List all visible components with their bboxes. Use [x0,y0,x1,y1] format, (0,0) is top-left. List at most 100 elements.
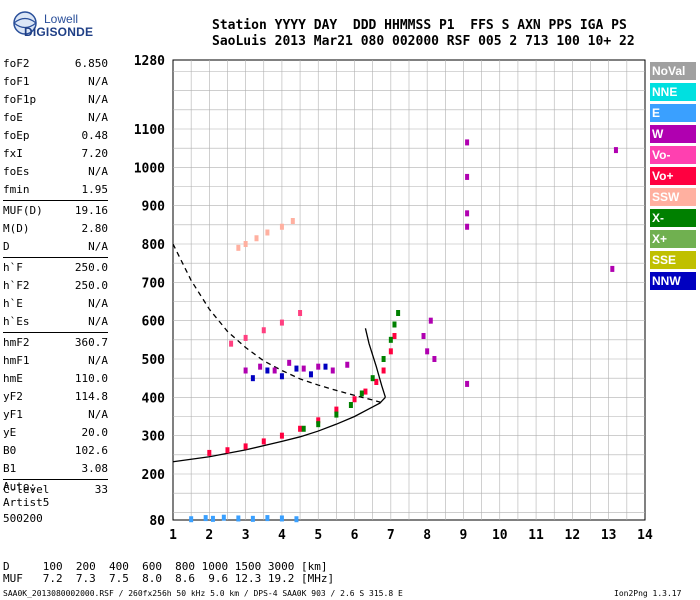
echo-point [298,425,303,432]
param-row: hmF1 N/A [3,352,108,370]
file-info-footer: SAA0K_2013080002000.RSF / 260fx256h 50 k… [3,589,403,598]
param-key: B1 [3,462,17,475]
echo-point [236,515,241,522]
echo-point [225,447,230,454]
echo-point [236,244,241,251]
param-row: B1 3.08 [3,460,108,478]
param-row: yF2 114.8 [3,388,108,406]
echo-point [243,443,248,450]
x-tick-label: 3 [242,528,250,543]
x-tick-label: 1 [169,528,177,543]
param-key: h`Es [3,315,30,328]
y-tick-label: 1100 [134,123,165,138]
y-tick-label: 1000 [134,161,165,176]
param-row: foF1p N/A [3,91,108,109]
param-key: foF1p [3,93,37,106]
echo-point [428,317,433,324]
y-tick-label: 300 [142,430,166,445]
echo-point [323,363,328,370]
param-key: h`F [3,261,23,274]
echo-point [465,173,470,180]
param-key: yE [3,426,17,439]
scaled-parameters-panel: foF2 6.850 foF1 N/A foF1p N/A foE N/A foEp 0.48 fx… [3,55,108,499]
param-row: foEs N/A [3,163,108,181]
param-value: 1.95 [81,183,109,196]
param-value: N/A [88,354,108,367]
legend-item: NoVal [650,62,696,80]
param-value: 360.7 [74,336,108,349]
echo-point [465,380,470,387]
param-key: fxI [3,147,23,160]
x-tick-label: 11 [528,528,544,543]
legend-item: SSE [650,251,696,269]
echo-point [301,425,306,432]
param-key: hmF1 [3,354,30,367]
echo-point [265,515,270,522]
station-header-labels: Station YYYY DAY DDD HHMMSS P1 FFS S AXN… [212,18,627,33]
echo-point [221,514,226,521]
param-key: foE [3,111,23,124]
echo-point [243,334,248,341]
echo-point [279,373,284,380]
param-row: h`E N/A [3,295,108,313]
param-key: D [3,240,10,253]
param-row: fmin 1.95 [3,181,108,199]
x-tick-label: 13 [601,528,617,543]
muf-scale-row: MUF 7.2 7.3 7.5 8.0 8.6 9.6 12.3 19.2 [M… [3,572,335,585]
echo-point [374,379,379,385]
param-key: h`F2 [3,279,30,292]
y-tick-label: 500 [142,353,166,368]
param-value: N/A [88,315,108,328]
echo-point [334,406,339,413]
param-separator [3,200,108,201]
param-value: N/A [88,93,108,106]
echo-point [207,449,212,456]
echo-point [613,147,618,154]
y-tick-label: 900 [142,200,166,215]
param-row: MUF(D) 19.16 [3,202,108,220]
param-value: 20.0 [81,426,109,439]
legend-item: W [650,125,696,143]
param-row: B0 102.6 [3,442,108,460]
x-tick-label: 10 [492,528,508,543]
echo-point [308,371,313,378]
param-value: 33 [94,483,108,496]
legend-item: NNW [650,272,696,290]
echo-point [279,319,284,326]
echo-point [381,367,386,374]
y-tick-label: 80 [149,514,165,529]
param-value: N/A [88,165,108,178]
y-tick-label: 700 [142,276,166,291]
param-separator [3,257,108,258]
param-key: foEs [3,165,30,178]
echo-point [254,235,259,242]
echo-point [359,390,364,397]
echo-point [610,265,615,272]
echo-point [250,375,255,382]
legend-item: NNE [650,83,696,101]
echo-point [363,388,368,395]
y-tick-label: 200 [142,468,166,483]
echo-point [290,218,295,224]
echo-point [243,241,248,247]
param-value: 3.08 [81,462,109,475]
param-row: h`F2 250.0 [3,277,108,295]
y-tick-label: 1280 [134,54,165,69]
autoscale-line-3: 500200 [3,512,43,525]
station-header-values: SaoLuis 2013 Mar21 080 002000 RSF 005 2 … [212,34,635,49]
param-key: foEp [3,129,30,142]
echo-point [345,361,350,368]
x-tick-label: 2 [205,528,213,543]
distance-scale-row: D 100 200 400 600 800 1000 1500 3000 [km… [3,560,328,573]
echo-point [261,438,266,445]
param-row: C-level 33 [3,481,108,499]
echo-point [189,516,194,523]
software-version: Ion2Png 1.3.17 [614,589,682,598]
param-key: hmE [3,372,23,385]
echo-point [279,432,284,439]
param-row: h`Es N/A [3,313,108,331]
echo-point [301,365,306,372]
echo-point [388,336,393,343]
echo-point [465,210,470,217]
param-row: hmE 110.0 [3,370,108,388]
